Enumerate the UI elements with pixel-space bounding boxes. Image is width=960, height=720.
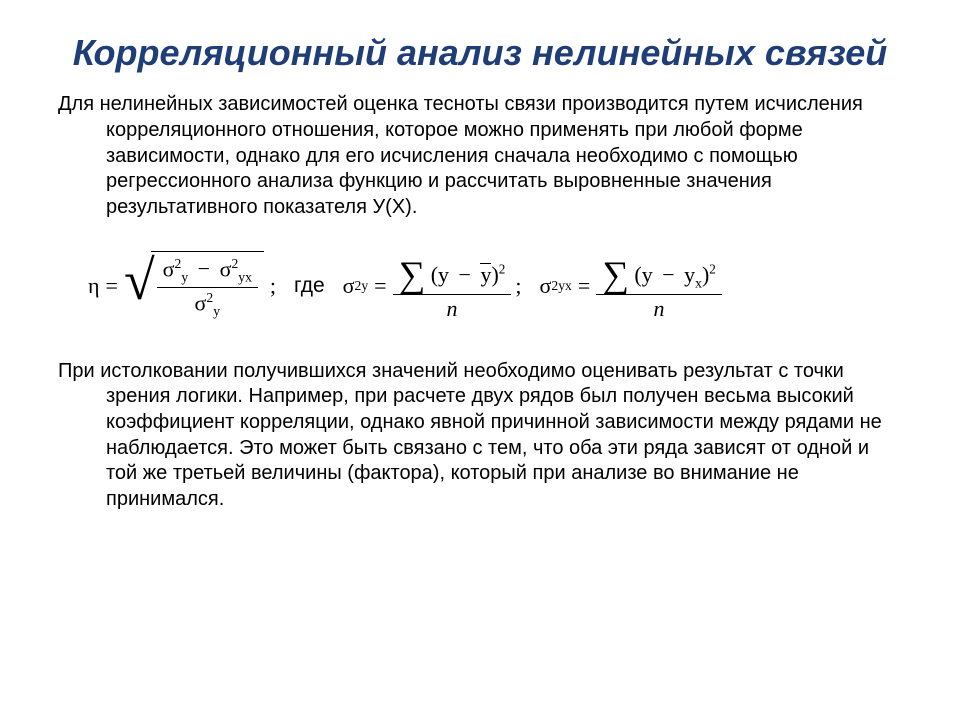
sigma: σ [540,273,552,299]
sup-2: 2 [499,262,506,277]
where-label: где [294,274,325,298]
equals-sign: = [368,273,392,299]
minus: − [658,262,678,287]
paragraph-1: Для нелинейных зависимостей оценка тесно… [58,92,902,220]
sup-2: 2 [355,278,362,294]
eta-numerator: σ2y − σ2yx [157,256,258,285]
sigyx-numerator: ∑ (y − yx)2 [596,250,722,291]
equals-sign: = [572,273,596,299]
sub-y: y [181,270,188,285]
slide: Корреляционный анализ нелинейных связей … [0,0,960,720]
minus: − [194,256,214,281]
sqrt: √ σ2y − σ2yx σ2y [124,251,264,320]
semicolon: ; [511,273,521,299]
sqrt-sign: √ [124,253,155,322]
sup-2: 2 [551,278,558,294]
formula-sigma-yx: σ2yx = ∑ (y − yx)2 n [540,250,722,320]
sigy-numerator: ∑ (y − y)2 [393,250,512,291]
sub-x: x [695,276,702,291]
sub-y: y [213,303,220,318]
sigyx-denominator: n [648,297,671,321]
sigma: σ [195,290,207,315]
minus: − [455,262,475,287]
paragraph-2: При истолковании получившихся значений н… [58,359,902,513]
sum-symbol: ∑ [399,255,426,296]
equals-sign: = [100,273,124,299]
sigma: σ [163,256,175,281]
sup-2: 2 [709,262,716,277]
sigyx-fraction: ∑ (y − yx)2 n [596,250,722,320]
sup-2: 2 [175,256,182,271]
eta-fraction: σ2y − σ2yx σ2y [157,256,258,318]
eta-denominator: σ2y [189,290,226,319]
y: y [438,262,449,287]
y: y [642,262,653,287]
sigy-denominator: n [440,297,463,321]
close-paren: ) [491,262,498,287]
sum-symbol: ∑ [602,255,629,296]
open-paren: ( [634,262,641,287]
semicolon: ; [264,273,276,299]
formula-sigma-y: σ2y = ∑ (y − y)2 n ; [343,250,522,320]
sigma: σ [343,273,355,299]
eta-symbol: η [88,273,100,299]
open-paren: ( [431,262,438,287]
sigy-fraction: ∑ (y − y)2 n [393,250,512,320]
y-x: y [684,262,695,287]
sqrt-body: σ2y − σ2yx σ2y [151,251,264,320]
y-bar: y [480,263,491,287]
sub-y: y [361,278,368,294]
formula-eta: η = √ σ2y − σ2yx σ2y [88,251,276,320]
slide-title: Корреляционный анализ нелинейных связей [58,32,902,74]
sub-yx: yx [238,270,252,285]
sub-yx: yx [558,278,572,294]
formula-block: η = √ σ2y − σ2yx σ2y [88,250,892,320]
sup-2: 2 [231,256,238,271]
sigma: σ [220,256,232,281]
